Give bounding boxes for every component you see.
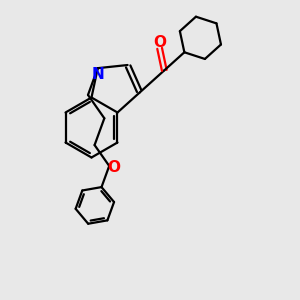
Text: O: O (107, 160, 120, 175)
Text: O: O (153, 35, 166, 50)
Text: N: N (92, 67, 104, 82)
